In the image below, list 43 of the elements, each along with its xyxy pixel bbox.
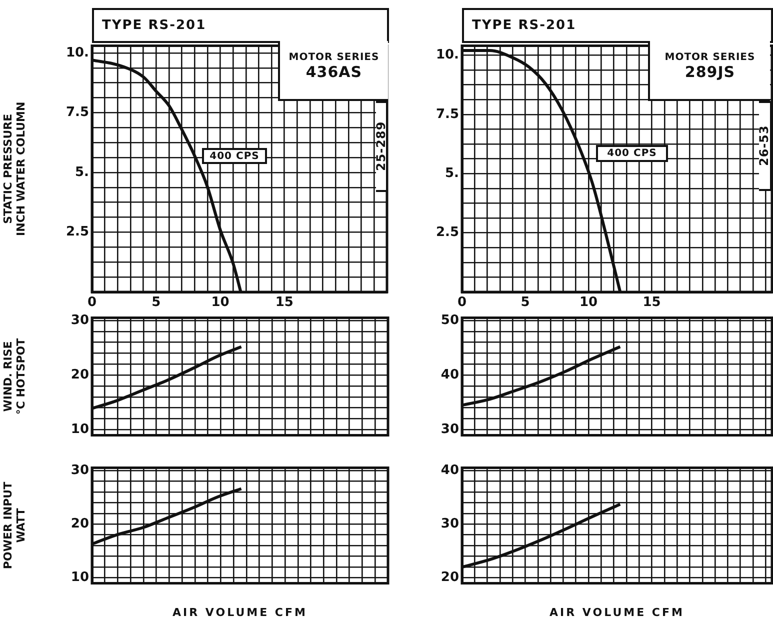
label-box: 400 CPS <box>202 148 267 164</box>
y-tick-label: 30 <box>440 422 459 438</box>
y-axis-title: STATIC PRESSURE INCH WATER COLUMN <box>1 102 28 236</box>
y-tick-label: 10. <box>436 48 459 63</box>
y-tick-label: 40 <box>440 462 459 478</box>
x-tick-label: 10 <box>211 295 230 310</box>
y-tick-label: 7.5 <box>66 105 89 120</box>
y-tick-label: 2.5 <box>436 225 459 240</box>
x-axis-title: AIR VOLUME CFM <box>172 606 308 619</box>
y-tick-label: 10 <box>70 422 89 438</box>
y-axis-title: WIND. RISE °C HOTSPOT <box>1 338 28 415</box>
y-tick-label: 30 <box>440 516 459 532</box>
x-tick-label: 5 <box>152 295 161 310</box>
annotation: MOTOR SERIES 289JS <box>664 51 756 81</box>
x-tick-label: 10 <box>579 295 598 310</box>
label-box: 26-53 <box>759 101 772 191</box>
x-tick-label: 15 <box>275 295 294 310</box>
x-tick-label: 15 <box>642 295 661 310</box>
y-tick-label: 30 <box>70 312 89 328</box>
annotation: MOTOR SERIES 436AS <box>288 51 380 81</box>
label-box: 25-289 <box>376 101 388 192</box>
y-tick-label: 20 <box>440 570 459 586</box>
y-tick-label: 5. <box>75 164 89 180</box>
y-tick-label: 20 <box>70 516 89 532</box>
x-tick-label: 0 <box>457 295 467 310</box>
y-tick-label: 10 <box>70 570 89 586</box>
label-box: MOTOR SERIES 436AS <box>278 41 388 101</box>
y-tick-label: 20 <box>70 368 89 383</box>
y-tick-label: 10. <box>66 45 89 60</box>
y-tick-label: 2.5 <box>66 224 89 240</box>
label-box: MOTOR SERIES 289JS <box>648 41 770 101</box>
chart-title: TYPE RS-201 <box>92 8 389 43</box>
y-tick-label: 30 <box>70 462 89 478</box>
chart-title: TYPE RS-201 <box>462 8 773 43</box>
y-tick-label: 40 <box>440 368 459 383</box>
x-axis-title: AIR VOLUME CFM <box>548 606 686 619</box>
x-tick-label: 0 <box>87 295 97 310</box>
y-tick-label: 50 <box>440 312 459 328</box>
x-tick-label: 5 <box>520 295 530 310</box>
label-box: 400 CPS <box>596 145 668 162</box>
y-tick-label: 5. <box>445 166 459 182</box>
y-tick-label: 7.5 <box>436 106 459 122</box>
y-axis-title: POWER INPUT WATT <box>1 481 28 570</box>
